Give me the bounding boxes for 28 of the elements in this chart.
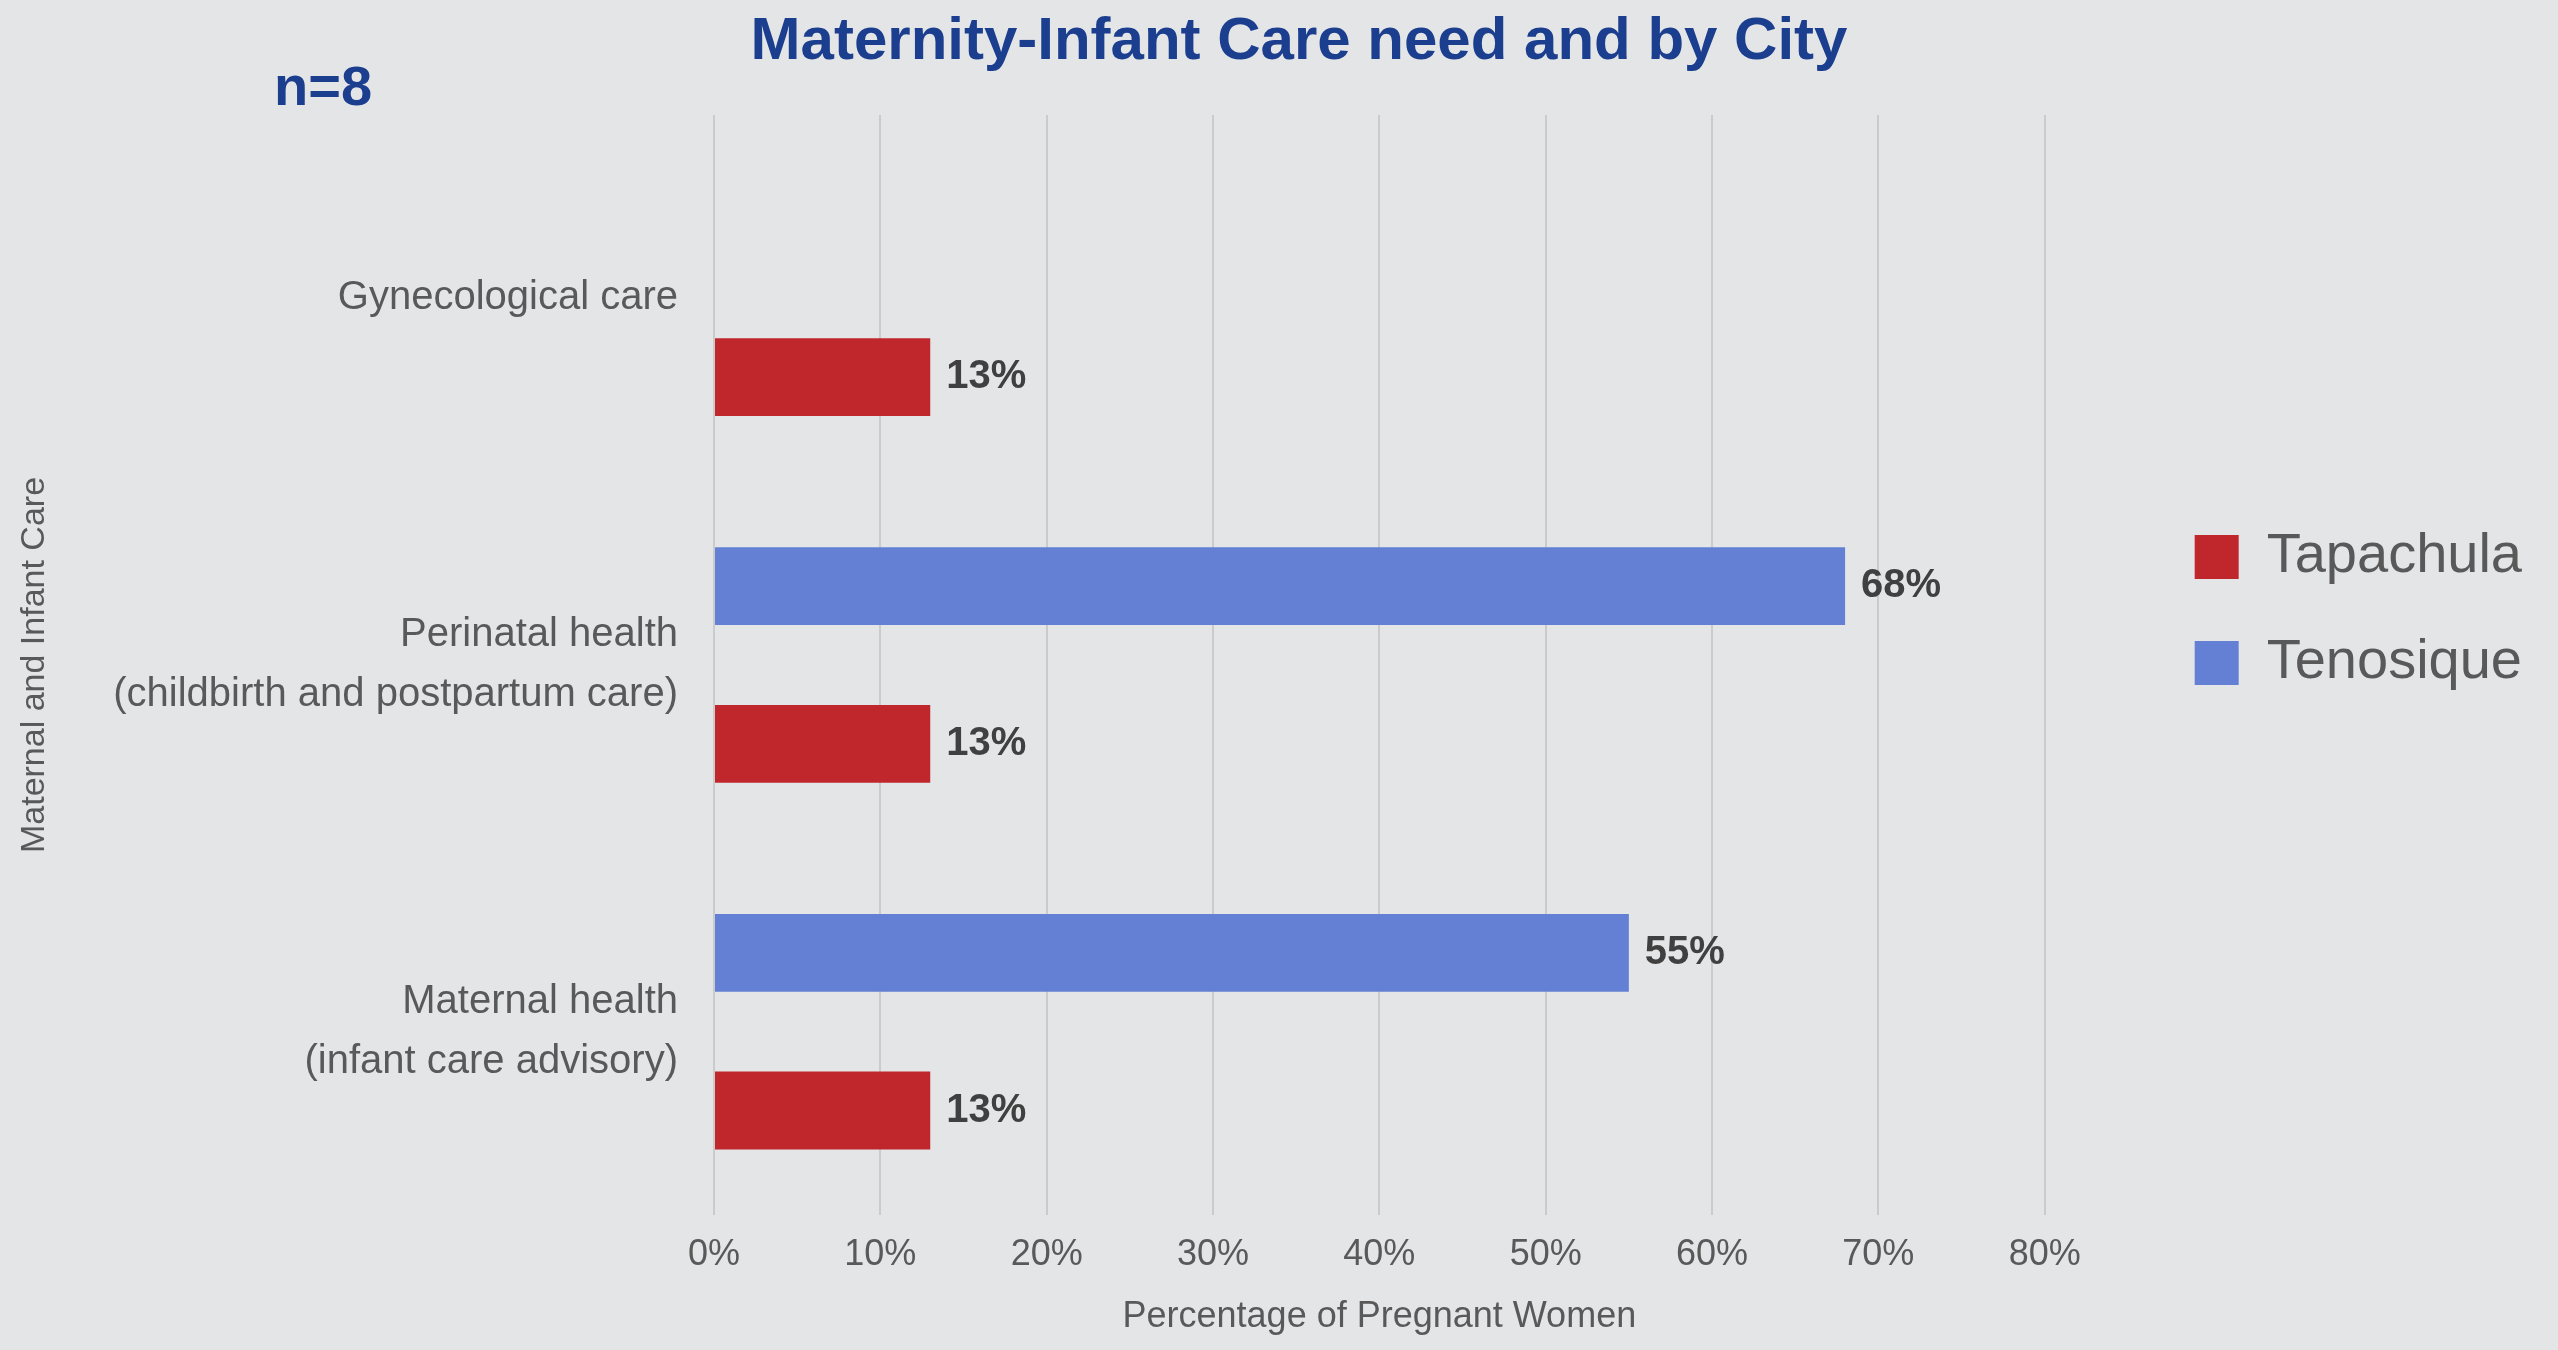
bar bbox=[715, 913, 1629, 992]
y-tick-label: Gynecological care bbox=[337, 273, 678, 318]
y-tick-label: Perinatal health (childbirth and postpartum care) bbox=[113, 610, 678, 715]
x-tick-label: 80% bbox=[2008, 1231, 2081, 1273]
y-axis-title: Maternal and Infant Care bbox=[12, 476, 51, 854]
x-tick-label: 10% bbox=[844, 1231, 917, 1273]
x-tick-label: 70% bbox=[1842, 1231, 1915, 1273]
bar bbox=[715, 547, 1846, 626]
chart-title: Maternity-Infant Care need and by City bbox=[750, 4, 1849, 72]
chart-subtitle: n=8 bbox=[274, 54, 373, 118]
legend-label: Tapachula bbox=[2266, 521, 2523, 585]
x-tick-label: 0% bbox=[687, 1231, 741, 1273]
x-tick-label: 20% bbox=[1010, 1231, 1083, 1273]
bar bbox=[715, 1071, 931, 1150]
bar bbox=[715, 704, 931, 783]
x-tick-label: 40% bbox=[1343, 1231, 1416, 1273]
bar bbox=[715, 338, 931, 417]
data-label: 13% bbox=[946, 352, 1027, 397]
legend-label: Tenosique bbox=[2266, 627, 2522, 691]
x-tick-label: 50% bbox=[1509, 1231, 1582, 1273]
data-label: 68% bbox=[1861, 561, 1942, 606]
data-label: 13% bbox=[946, 1085, 1027, 1130]
x-tick-label: 60% bbox=[1675, 1231, 1749, 1273]
data-label: 55% bbox=[1644, 927, 1725, 972]
data-label: 13% bbox=[946, 718, 1027, 763]
x-tick-label: 30% bbox=[1176, 1231, 1250, 1273]
y-tick-label: Maternal health (infant care advisory) bbox=[304, 976, 678, 1081]
x-axis-title: Percentage of Pregnant Women bbox=[1122, 1294, 1637, 1336]
